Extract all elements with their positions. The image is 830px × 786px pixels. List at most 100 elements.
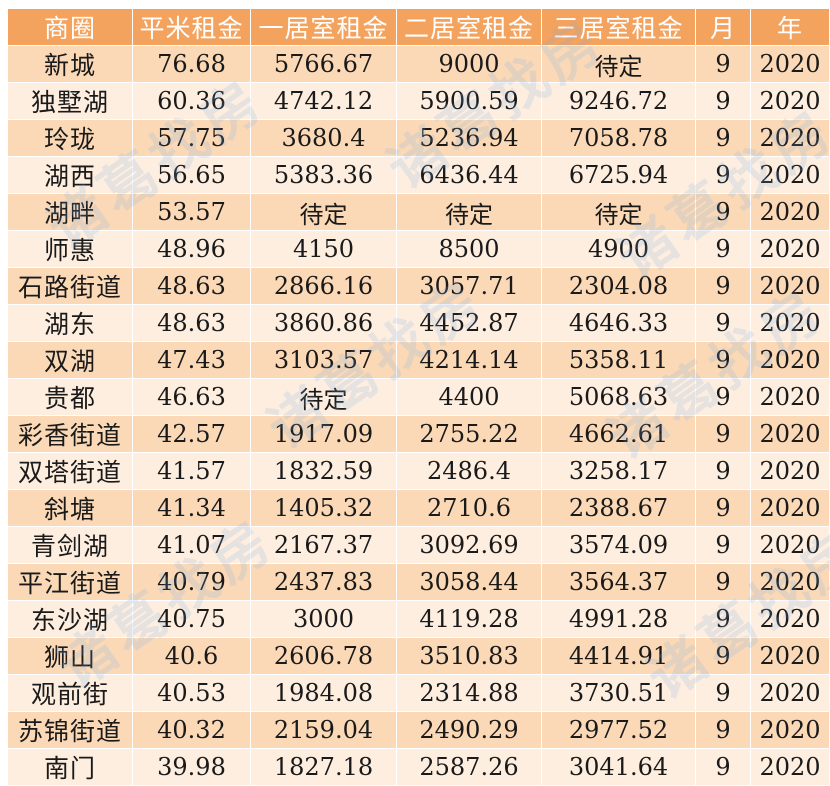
two-bedroom-rent-cell: 2490.29 bbox=[396, 711, 542, 749]
sqm-rent-cell: 46.63 bbox=[132, 378, 251, 416]
three-bedroom-rent-cell: 5068.63 bbox=[541, 378, 696, 416]
two-bedroom-rent-cell: 2710.6 bbox=[396, 489, 542, 527]
year-cell: 2020 bbox=[750, 156, 830, 194]
one-bedroom-rent-cell: 2167.37 bbox=[250, 526, 397, 564]
three-bedroom-rent-cell: 4991.28 bbox=[541, 600, 696, 638]
rent-table: 商圈 平米租金 一居室租金 二居室租金 三居室租金 月 年 新城 76.68 576… bbox=[7, 8, 830, 786]
sqm-rent-cell: 47.43 bbox=[132, 341, 251, 379]
district-cell: 独墅湖 bbox=[7, 82, 133, 120]
sqm-rent-cell: 48.96 bbox=[132, 230, 251, 268]
header-cell-three-bedroom-rent: 三居室租金 bbox=[541, 8, 696, 46]
year-cell: 2020 bbox=[750, 563, 830, 601]
year-cell: 2020 bbox=[750, 267, 830, 305]
district-cell: 湖东 bbox=[7, 304, 133, 342]
table-row: 双塔街道 41.57 1832.59 2486.4 3258.17 9 2020 bbox=[7, 452, 830, 490]
header-cell-month: 月 bbox=[695, 8, 751, 46]
table-body: 新城 76.68 5766.67 9000 待定 9 2020 独墅湖 60.36 4742.12… bbox=[7, 45, 830, 786]
three-bedroom-rent-cell: 4646.33 bbox=[541, 304, 696, 342]
sqm-rent-cell: 41.57 bbox=[132, 452, 251, 490]
sqm-rent-cell: 57.75 bbox=[132, 119, 251, 157]
year-cell: 2020 bbox=[750, 304, 830, 342]
table-row: 平江街道 40.79 2437.83 3058.44 3564.37 9 2020 bbox=[7, 563, 830, 601]
table-row: 双湖 47.43 3103.57 4214.14 5358.11 9 2020 bbox=[7, 341, 830, 379]
three-bedroom-rent-cell: 3574.09 bbox=[541, 526, 696, 564]
sqm-rent-cell: 56.65 bbox=[132, 156, 251, 194]
one-bedroom-rent-cell: 2866.16 bbox=[250, 267, 397, 305]
sqm-rent-cell: 40.53 bbox=[132, 674, 251, 712]
table-row: 东沙湖 40.75 3000 4119.28 4991.28 9 2020 bbox=[7, 600, 830, 638]
three-bedroom-rent-cell: 3730.51 bbox=[541, 674, 696, 712]
table-row: 玲珑 57.75 3680.4 5236.94 7058.78 9 2020 bbox=[7, 119, 830, 157]
three-bedroom-rent-cell: 3258.17 bbox=[541, 452, 696, 490]
three-bedroom-rent-cell: 7058.78 bbox=[541, 119, 696, 157]
two-bedroom-rent-cell: 9000 bbox=[396, 45, 542, 83]
table-row: 师惠 48.96 4150 8500 4900 9 2020 bbox=[7, 230, 830, 268]
two-bedroom-rent-cell: 5900.59 bbox=[396, 82, 542, 120]
two-bedroom-rent-cell: 5236.94 bbox=[396, 119, 542, 157]
month-cell: 9 bbox=[695, 563, 751, 601]
year-cell: 2020 bbox=[750, 82, 830, 120]
table-row: 独墅湖 60.36 4742.12 5900.59 9246.72 9 2020 bbox=[7, 82, 830, 120]
sqm-rent-cell: 40.75 bbox=[132, 600, 251, 638]
table-row: 南门 39.98 1827.18 2587.26 3041.64 9 2020 bbox=[7, 748, 830, 786]
three-bedroom-rent-cell: 2304.08 bbox=[541, 267, 696, 305]
one-bedroom-rent-cell: 3680.4 bbox=[250, 119, 397, 157]
year-cell: 2020 bbox=[750, 748, 830, 786]
month-cell: 9 bbox=[695, 378, 751, 416]
two-bedroom-rent-cell: 6436.44 bbox=[396, 156, 542, 194]
two-bedroom-rent-cell: 待定 bbox=[396, 193, 542, 231]
year-cell: 2020 bbox=[750, 452, 830, 490]
three-bedroom-rent-cell: 4900 bbox=[541, 230, 696, 268]
sqm-rent-cell: 53.57 bbox=[132, 193, 251, 231]
year-cell: 2020 bbox=[750, 341, 830, 379]
month-cell: 9 bbox=[695, 267, 751, 305]
one-bedroom-rent-cell: 4150 bbox=[250, 230, 397, 268]
one-bedroom-rent-cell: 5766.67 bbox=[250, 45, 397, 83]
three-bedroom-rent-cell: 9246.72 bbox=[541, 82, 696, 120]
year-cell: 2020 bbox=[750, 378, 830, 416]
one-bedroom-rent-cell: 4742.12 bbox=[250, 82, 397, 120]
year-cell: 2020 bbox=[750, 711, 830, 749]
three-bedroom-rent-cell: 6725.94 bbox=[541, 156, 696, 194]
year-cell: 2020 bbox=[750, 45, 830, 83]
two-bedroom-rent-cell: 8500 bbox=[396, 230, 542, 268]
one-bedroom-rent-cell: 2159.04 bbox=[250, 711, 397, 749]
year-cell: 2020 bbox=[750, 489, 830, 527]
year-cell: 2020 bbox=[750, 637, 830, 675]
three-bedroom-rent-cell: 3041.64 bbox=[541, 748, 696, 786]
year-cell: 2020 bbox=[750, 230, 830, 268]
one-bedroom-rent-cell: 2606.78 bbox=[250, 637, 397, 675]
three-bedroom-rent-cell: 2977.52 bbox=[541, 711, 696, 749]
month-cell: 9 bbox=[695, 82, 751, 120]
table-row: 新城 76.68 5766.67 9000 待定 9 2020 bbox=[7, 45, 830, 83]
header-cell-sqm-rent: 平米租金 bbox=[132, 8, 251, 46]
month-cell: 9 bbox=[695, 119, 751, 157]
year-cell: 2020 bbox=[750, 193, 830, 231]
district-cell: 彩香街道 bbox=[7, 415, 133, 453]
two-bedroom-rent-cell: 4400 bbox=[396, 378, 542, 416]
district-cell: 双湖 bbox=[7, 341, 133, 379]
month-cell: 9 bbox=[695, 304, 751, 342]
two-bedroom-rent-cell: 3092.69 bbox=[396, 526, 542, 564]
table-row: 石路街道 48.63 2866.16 3057.71 2304.08 9 2020 bbox=[7, 267, 830, 305]
district-cell: 狮山 bbox=[7, 637, 133, 675]
two-bedroom-rent-cell: 2314.88 bbox=[396, 674, 542, 712]
three-bedroom-rent-cell: 2388.67 bbox=[541, 489, 696, 527]
table-row: 湖畔 53.57 待定 待定 待定 9 2020 bbox=[7, 193, 830, 231]
three-bedroom-rent-cell: 3564.37 bbox=[541, 563, 696, 601]
header-cell-one-bedroom-rent: 一居室租金 bbox=[250, 8, 397, 46]
table-row: 青剑湖 41.07 2167.37 3092.69 3574.09 9 2020 bbox=[7, 526, 830, 564]
sqm-rent-cell: 40.6 bbox=[132, 637, 251, 675]
year-cell: 2020 bbox=[750, 674, 830, 712]
month-cell: 9 bbox=[695, 193, 751, 231]
district-cell: 湖西 bbox=[7, 156, 133, 194]
month-cell: 9 bbox=[695, 230, 751, 268]
sqm-rent-cell: 40.79 bbox=[132, 563, 251, 601]
year-cell: 2020 bbox=[750, 119, 830, 157]
header-cell-district: 商圈 bbox=[7, 8, 133, 46]
district-cell: 平江街道 bbox=[7, 563, 133, 601]
table-row: 苏锦街道 40.32 2159.04 2490.29 2977.52 9 2020 bbox=[7, 711, 830, 749]
month-cell: 9 bbox=[695, 637, 751, 675]
district-cell: 南门 bbox=[7, 748, 133, 786]
three-bedroom-rent-cell: 待定 bbox=[541, 45, 696, 83]
